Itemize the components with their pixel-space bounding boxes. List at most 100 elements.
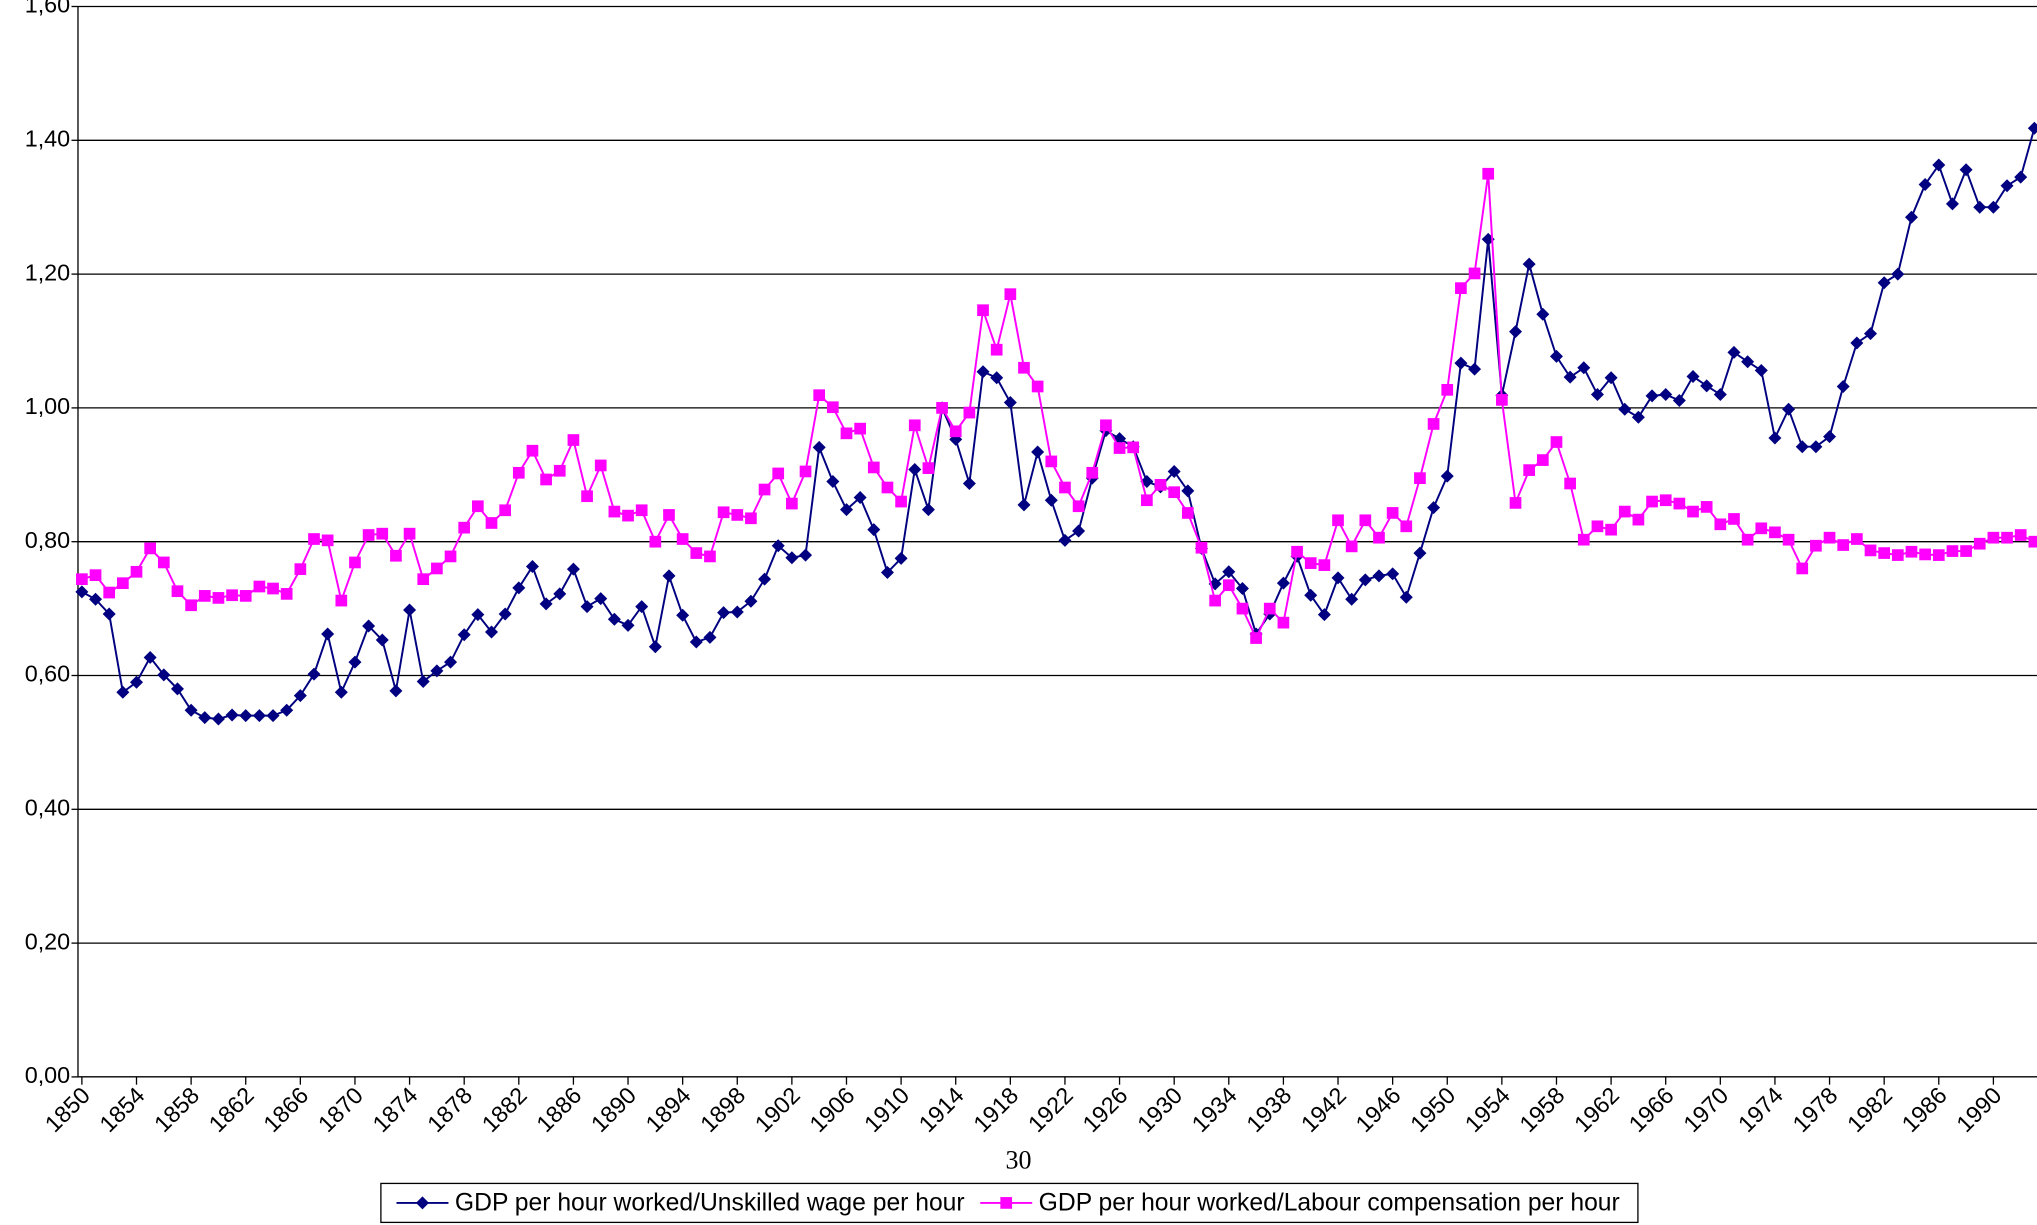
diamond-marker	[839, 503, 853, 517]
square-marker	[1455, 282, 1467, 294]
square-marker	[936, 402, 948, 414]
diamond-marker	[1358, 573, 1372, 587]
square-marker	[1878, 547, 1891, 559]
square-marker	[758, 483, 771, 496]
square-marker	[89, 569, 102, 581]
diamond-marker	[853, 491, 867, 505]
square-marker	[280, 588, 293, 600]
x-tick-label: 1918	[968, 1082, 1023, 1137]
square-marker	[2001, 531, 2013, 544]
square-marker	[1141, 494, 1153, 507]
square-marker	[226, 589, 238, 602]
square-marker	[1181, 507, 1194, 519]
diamond-marker	[921, 503, 935, 517]
diamond-marker	[1003, 396, 1017, 410]
diamond-marker	[826, 474, 840, 488]
diamond-marker	[512, 581, 526, 595]
series-line	[81, 127, 2036, 720]
diamond-marker	[812, 440, 826, 454]
square-marker	[1810, 539, 1822, 552]
square-marker	[1605, 523, 1617, 536]
square-marker	[1386, 507, 1399, 519]
diamond-marker	[1509, 325, 1523, 339]
diamond-marker	[1235, 582, 1249, 596]
x-tick-label: 1878	[422, 1082, 477, 1137]
square-marker	[335, 594, 348, 607]
diamond-marker	[1932, 158, 1946, 172]
diamond-marker	[1413, 546, 1427, 560]
diamond-marker	[662, 569, 676, 583]
square-marker	[1482, 167, 1495, 180]
diamond-marker	[280, 703, 294, 717]
x-tick-label: 1938	[1241, 1082, 1296, 1137]
square-marker	[963, 406, 976, 419]
square-marker	[390, 549, 402, 562]
diamond-marker	[1399, 590, 1413, 604]
diamond-marker	[1345, 592, 1359, 606]
diamond-marker	[976, 365, 990, 379]
square-marker	[1905, 545, 1918, 558]
diamond-marker	[1782, 402, 1796, 416]
diamond-marker	[1659, 388, 1673, 402]
diamond-marker	[89, 592, 103, 606]
square-marker	[1113, 442, 1126, 454]
square-marker	[717, 506, 730, 519]
legend-label: GDP per hour worked/Unskilled wage per h…	[455, 1190, 965, 1217]
diamond-marker	[1304, 588, 1318, 602]
x-tick-label: 1954	[1460, 1082, 1515, 1137]
x-tick-label: 1974	[1733, 1082, 1788, 1137]
square-marker	[854, 422, 866, 435]
diamond-marker	[266, 709, 280, 723]
diamond-marker	[2027, 121, 2037, 135]
series-line	[81, 173, 2035, 641]
diamond-marker	[580, 600, 594, 614]
square-marker	[444, 550, 457, 563]
diamond-marker	[1276, 576, 1290, 590]
diamond-marker	[430, 664, 444, 678]
x-tick-label: 1986	[1897, 1082, 1952, 1137]
diamond-marker	[1754, 363, 1768, 377]
diamond-marker	[2014, 170, 2028, 184]
y-tick-label: 1,20	[25, 259, 71, 285]
square-marker	[1782, 533, 1795, 546]
x-tick-label: 1866	[258, 1082, 313, 1137]
x-tick-label: 1898	[695, 1082, 750, 1137]
diamond-marker	[471, 608, 485, 622]
diamond-marker	[1372, 569, 1386, 583]
square-marker	[704, 550, 716, 563]
diamond-marker	[1645, 389, 1659, 403]
diamond-marker	[703, 630, 717, 644]
diamond-marker	[648, 640, 662, 654]
square-marker	[349, 556, 361, 569]
square-marker	[458, 521, 471, 534]
square-marker	[1400, 520, 1413, 533]
square-marker	[1591, 520, 1604, 533]
diamond-marker	[157, 668, 171, 682]
square-marker	[417, 573, 430, 586]
square-marker	[1100, 419, 1112, 432]
square-marker	[1059, 481, 1071, 494]
square-marker	[1209, 594, 1221, 607]
legend: GDP per hour worked/Unskilled wage per h…	[380, 1182, 1639, 1224]
x-tick-label: 1890	[586, 1082, 641, 1137]
square-marker	[1168, 486, 1181, 499]
diamond-marker	[321, 627, 335, 641]
square-marker	[1373, 531, 1385, 544]
square-marker	[649, 535, 662, 548]
square-marker	[1960, 545, 1972, 557]
x-tick-label: 1962	[1569, 1082, 1624, 1137]
diamond-marker	[102, 607, 116, 621]
square-marker	[772, 467, 785, 480]
square-marker	[1086, 466, 1099, 479]
diamond-marker	[1427, 501, 1441, 515]
square-marker	[635, 504, 648, 517]
diamond-marker	[1522, 257, 1536, 271]
square-marker	[512, 466, 525, 479]
square-marker	[1222, 579, 1235, 592]
diamond-marker	[75, 585, 89, 599]
diamond-marker	[1823, 430, 1837, 444]
square-marker	[308, 533, 320, 545]
diamond-marker	[607, 612, 621, 626]
square-marker	[581, 490, 593, 503]
diamond-marker	[485, 625, 498, 639]
